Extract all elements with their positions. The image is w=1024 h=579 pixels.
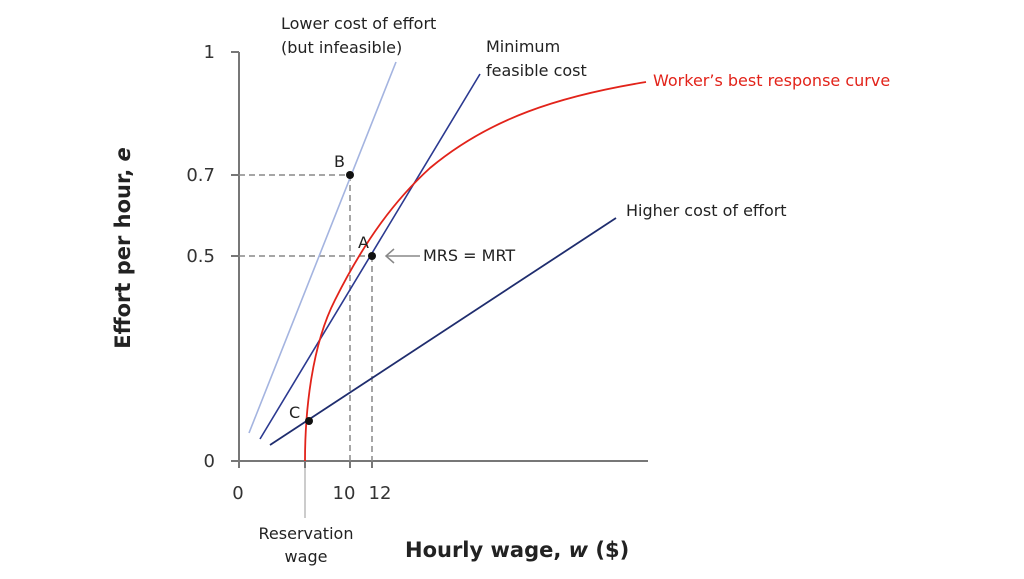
y-axis-title: Effort per hour, e	[111, 147, 135, 349]
mrs-mrt-label: MRS = MRT	[423, 246, 515, 265]
lower-cost-label-line2: (but infeasible)	[281, 38, 402, 57]
y-tick-0.7: 0.7	[186, 165, 215, 186]
y-tick-0.5: 0.5	[186, 246, 215, 267]
point-b	[346, 171, 354, 179]
best-response-curve	[304, 81, 647, 462]
min-feasible-label-line1: Minimum	[486, 37, 560, 56]
mrs-mrt-arrow	[384, 248, 420, 264]
lower-cost-label-line1: Lower cost of effort	[281, 14, 436, 33]
point-c-label: C	[289, 403, 300, 422]
dashed-guides	[239, 174, 373, 461]
point-b-label: B	[334, 152, 345, 171]
point-a-label: A	[358, 233, 369, 252]
best-response-label: Worker’s best response curve	[653, 71, 890, 90]
higher-cost-line	[269, 217, 617, 446]
point-a	[368, 252, 376, 260]
x-tick-10: 10	[333, 483, 356, 504]
reservation-wage-label-line2: wage	[285, 547, 328, 566]
lower-cost-line	[248, 61, 397, 434]
x-axis-title: Hourly wage, w ($)	[405, 538, 629, 562]
higher-cost-label: Higher cost of effort	[626, 201, 787, 220]
y-tick-0: 0	[204, 451, 215, 472]
x-tick-0: 0	[232, 483, 243, 504]
point-c	[305, 417, 313, 425]
min-feasible-label-line2: feasible cost	[486, 61, 587, 80]
y-tick-1: 1	[204, 42, 215, 63]
x-tick-12: 12	[369, 483, 392, 504]
reservation-wage-label-line1: Reservation	[259, 524, 354, 543]
